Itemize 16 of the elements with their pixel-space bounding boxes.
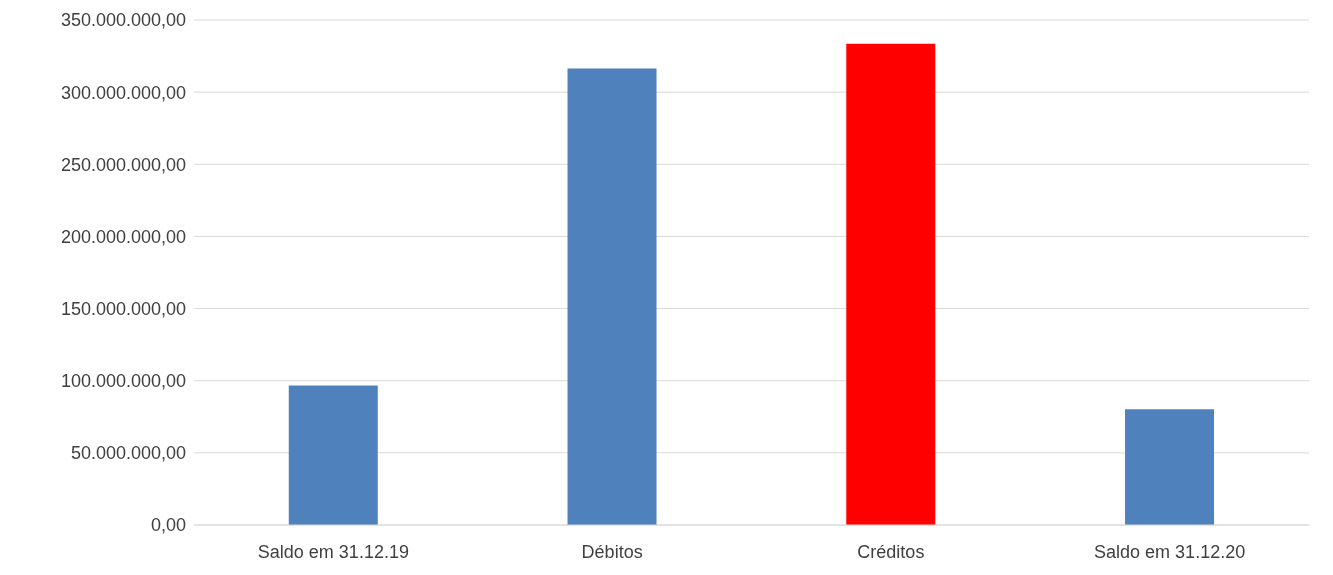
y-tick-label: 150.000.000,00 — [60, 298, 186, 319]
bar — [1125, 409, 1215, 525]
y-tick-label: 50.000.000,00 — [70, 443, 186, 464]
x-tick-label: Débitos — [581, 541, 643, 562]
y-tick-label: 300.000.000,00 — [60, 82, 186, 103]
y-tick-label: 200.000.000,00 — [60, 226, 186, 247]
y-tick-label: 0,00 — [150, 515, 186, 536]
y-tick-label: 250.000.000,00 — [60, 154, 186, 175]
x-tick-label: Saldo em 31.12.19 — [257, 541, 409, 562]
y-tick-label: 350.000.000,00 — [60, 10, 186, 31]
x-tick-label: Créditos — [857, 541, 925, 562]
bar — [567, 68, 657, 525]
bar — [846, 43, 936, 525]
bar — [288, 385, 378, 525]
y-tick-label: 100.000.000,00 — [60, 371, 186, 392]
x-tick-label: Saldo em 31.12.20 — [1094, 541, 1246, 562]
